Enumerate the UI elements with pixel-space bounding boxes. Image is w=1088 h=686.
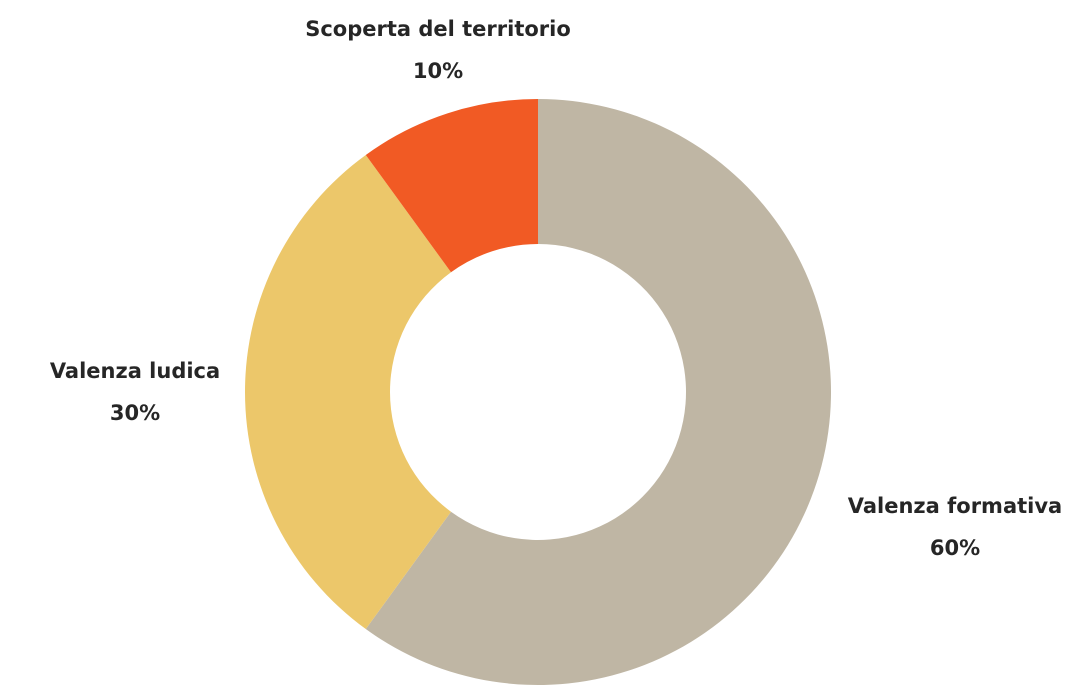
value-label: 60% [930, 536, 980, 560]
value-label: 30% [110, 401, 160, 425]
donut-slice [365, 99, 538, 273]
category-label: Scoperta del territorio [305, 17, 571, 41]
donut-slice [365, 99, 831, 685]
category-label: Valenza formativa [848, 494, 1062, 518]
category-label: Valenza ludica [50, 359, 220, 383]
value-label: 10% [413, 59, 463, 83]
donut-slice [245, 154, 452, 630]
